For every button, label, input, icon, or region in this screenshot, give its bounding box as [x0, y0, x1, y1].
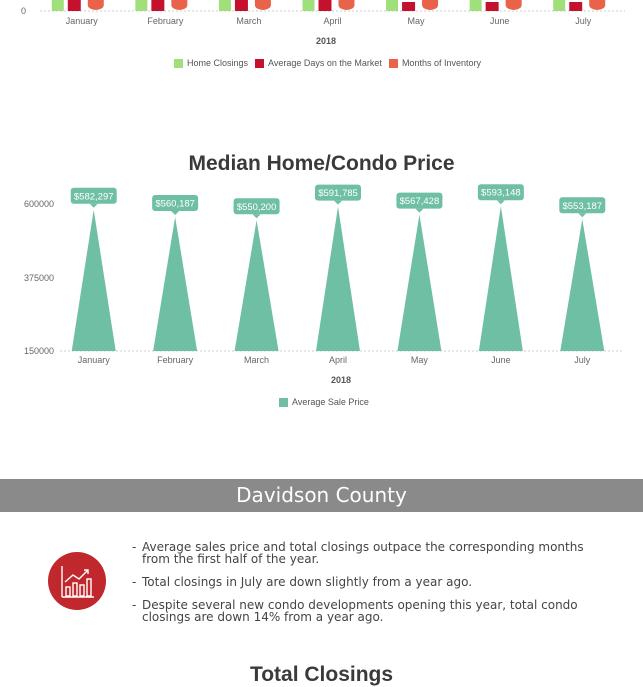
price-data-label: $550,200: [237, 202, 277, 213]
price-spike: [478, 206, 523, 351]
bar-days-on-market: [402, 2, 416, 11]
top-x-tick: March: [236, 16, 262, 26]
price-data-label-box: [70, 187, 117, 204]
bar-days-on-market: [485, 2, 499, 11]
legend-label-home-closings: Home Closings: [187, 58, 249, 68]
bar-days-on-market: [234, 0, 248, 11]
top-x-tick: June: [489, 16, 510, 26]
bar-days-on-market: [569, 2, 583, 11]
marker-months-inventory: [87, 0, 104, 10]
price-spike: [560, 219, 605, 351]
marker-months-inventory: [589, 0, 606, 10]
price-y-tick-600000: 600000: [24, 199, 55, 209]
price-spike: [397, 214, 442, 351]
county-banner: Davidson County: [0, 479, 643, 512]
price-y-tick-150000: 150000: [24, 346, 55, 356]
bar-home-closings: [302, 0, 315, 11]
marker-months-inventory: [338, 0, 355, 10]
price-data-label-box: [233, 198, 280, 215]
bar-days-on-market: [67, 0, 81, 11]
top-x-axis-title: 2018: [315, 36, 337, 46]
price-x-tick: June: [491, 355, 511, 365]
top-x-tick: April: [323, 16, 342, 26]
price-legend: Average Sale Price: [279, 397, 369, 407]
price-x-axis-title: 2018: [330, 375, 352, 385]
top-x-tick: February: [147, 16, 184, 26]
price-data-label-pointer: [334, 200, 342, 205]
bar-home-closings: [135, 0, 148, 11]
legend-label-days-on-market: Average Days on the Market: [268, 58, 382, 68]
bar-home-closings: [469, 0, 482, 11]
price-chart-plot: $582,297 $560,187 $550,200 $591,785 $567,428…: [60, 184, 622, 352]
price-data-label-box: [396, 192, 443, 209]
top-x-tick: January: [65, 16, 98, 26]
bar-home-closings: [553, 0, 566, 11]
price-data-label: $567,428: [400, 196, 440, 207]
price-spike: [316, 206, 360, 351]
price-data-label-box: [315, 184, 361, 201]
price-data-label: $591,785: [318, 188, 358, 199]
price-data-label-box: [477, 184, 524, 201]
price-data-label-pointer: [89, 203, 98, 208]
bar-home-closings: [218, 0, 231, 11]
county-bullet-3: Despite several new condo developments o…: [132, 599, 602, 623]
price-data-label-pointer: [496, 200, 505, 205]
top-legend: Home Closings Average Days on the Market…: [174, 58, 481, 68]
marker-months-inventory: [505, 0, 522, 10]
price-data-label: $593,148: [481, 188, 521, 199]
price-chart-title: Median Home/Condo Price: [188, 152, 455, 175]
price-data-label-box: [152, 195, 199, 212]
price-y-tick-375000: 375000: [24, 273, 55, 283]
county-bullet-2: Total closings in July are down slightly…: [132, 576, 602, 588]
price-x-tick: July: [574, 355, 591, 365]
marker-months-inventory: [422, 0, 439, 10]
price-x-tick: January: [77, 355, 110, 365]
bar-chart-icon: [48, 552, 106, 610]
price-data-label: $582,297: [74, 191, 114, 202]
legend-swatch-average-sale-price: [279, 397, 288, 407]
top-chart-bars: [40, 0, 625, 12]
price-data-label-pointer: [415, 208, 424, 213]
legend-label-months-inventory: Months of Inventory: [401, 58, 481, 68]
price-data-label: $560,187: [155, 199, 195, 210]
total-closings-title: Total Closings: [249, 663, 394, 686]
price-spike: [71, 209, 116, 351]
price-data-label: $553,187: [562, 201, 602, 212]
legend-swatch-months-inventory: [388, 58, 398, 68]
marker-months-inventory: [171, 0, 188, 10]
county-bullet-1: Average sales price and total closings o…: [132, 541, 602, 565]
price-spike: [234, 220, 279, 351]
bar-home-closings: [386, 0, 399, 11]
price-x-tick: May: [410, 355, 428, 365]
price-x-tick: March: [244, 355, 270, 365]
price-data-label-pointer: [171, 211, 180, 216]
top-x-tick: July: [575, 16, 592, 26]
price-x-tick: April: [328, 355, 347, 365]
bar-days-on-market: [151, 0, 165, 11]
legend-swatch-home-closings: [174, 58, 183, 68]
price-x-tick: February: [157, 355, 194, 365]
legend-label-average-sale-price: Average Sale Price: [292, 397, 369, 407]
bar-days-on-market: [318, 0, 332, 11]
marker-months-inventory: [254, 0, 271, 10]
price-spike: [153, 217, 198, 351]
legend-swatch-days-on-market: [255, 58, 265, 68]
top-y-tick: 0: [21, 6, 27, 16]
price-data-label-pointer: [578, 213, 587, 218]
price-data-label-box: [559, 197, 606, 214]
top-x-tick: May: [407, 16, 425, 26]
county-bullets: Average sales price and total closings o…: [132, 541, 602, 634]
price-data-label-pointer: [252, 214, 261, 219]
bar-home-closings: [51, 0, 64, 11]
